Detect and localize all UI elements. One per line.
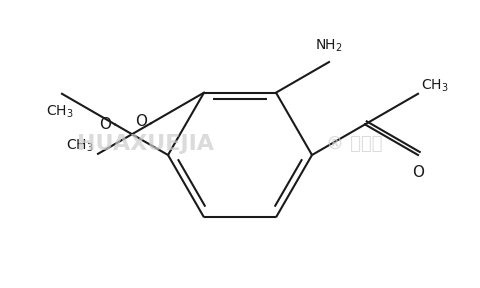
Text: CH$_3$: CH$_3$ <box>66 138 94 154</box>
Text: HUAXUEJIA: HUAXUEJIA <box>77 134 214 154</box>
Text: CH$_3$: CH$_3$ <box>421 77 449 94</box>
Text: CH$_3$: CH$_3$ <box>46 104 74 120</box>
Text: O: O <box>412 165 424 180</box>
Text: O: O <box>99 117 111 132</box>
Text: ® 化学加: ® 化学加 <box>326 135 383 153</box>
Text: O: O <box>135 114 147 129</box>
Text: NH$_2$: NH$_2$ <box>315 38 343 54</box>
